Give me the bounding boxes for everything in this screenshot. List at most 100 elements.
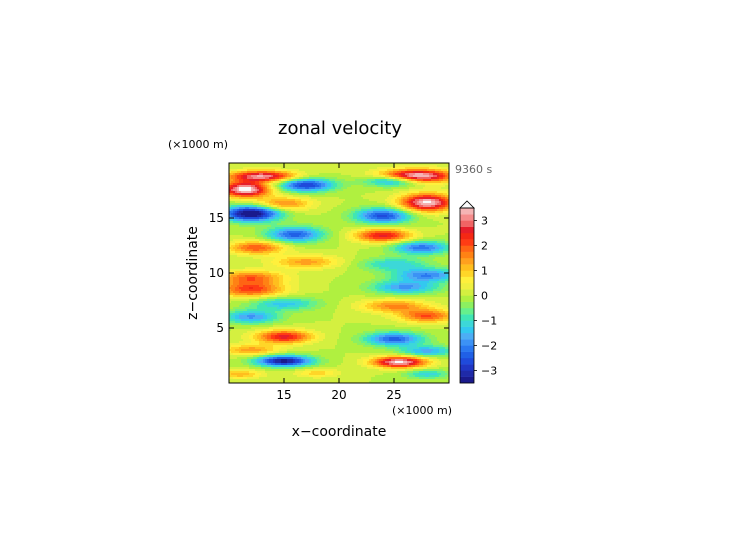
field-cell (341, 199, 344, 202)
field-cell (311, 213, 314, 216)
field-cell (321, 215, 324, 218)
field-cell (295, 213, 298, 216)
field-cell (347, 197, 350, 200)
field-cell (243, 223, 246, 226)
field-cell (267, 209, 270, 212)
field-cell (357, 209, 360, 212)
field-cell (383, 235, 386, 238)
field-cell (255, 237, 258, 240)
field-cell (403, 203, 406, 206)
field-cell (255, 171, 258, 174)
field-cell (245, 225, 248, 228)
field-cell (445, 167, 448, 170)
field-cell (373, 231, 376, 234)
field-cell (371, 243, 374, 246)
field-cell (365, 197, 368, 200)
field-cell (375, 235, 378, 238)
field-cell (325, 235, 328, 238)
field-cell (299, 171, 302, 174)
field-cell (325, 219, 328, 222)
field-cell (417, 239, 420, 242)
field-cell (283, 223, 286, 226)
field-cell (367, 193, 370, 196)
field-cell (409, 181, 412, 184)
field-cell (287, 251, 290, 254)
field-cell (345, 185, 348, 188)
field-cell (241, 205, 244, 208)
field-cell (311, 223, 314, 226)
field-cell (267, 183, 270, 186)
field-cell (313, 209, 316, 212)
field-cell (431, 203, 434, 206)
field-cell (353, 225, 356, 228)
field-cell (429, 241, 432, 244)
field-cell (429, 207, 432, 210)
field-cell (401, 167, 404, 170)
field-cell (253, 195, 256, 198)
field-cell (381, 205, 384, 208)
field-cell (295, 251, 298, 254)
field-cell (309, 179, 312, 182)
field-cell (329, 237, 332, 240)
field-cell (421, 217, 424, 220)
field-cell (229, 251, 232, 254)
field-cell (303, 169, 306, 172)
field-cell (293, 205, 296, 208)
field-cell (401, 239, 404, 242)
field-cell (251, 191, 254, 194)
field-cell (421, 185, 424, 188)
field-cell (383, 243, 386, 246)
field-cell (245, 215, 248, 218)
field-cell (261, 167, 264, 170)
field-cell (365, 171, 368, 174)
field-cell (279, 179, 282, 182)
field-cell (321, 179, 324, 182)
field-cell (423, 165, 426, 168)
field-cell (303, 171, 306, 174)
field-cell (373, 183, 376, 186)
field-cell (421, 251, 424, 254)
field-cell (431, 201, 434, 204)
field-cell (317, 215, 320, 218)
field-cell (401, 185, 404, 188)
field-cell (325, 185, 328, 188)
field-cell (367, 209, 370, 212)
field-cell (401, 245, 404, 248)
field-cell (431, 249, 434, 252)
field-cell (263, 191, 266, 194)
field-cell (365, 177, 368, 180)
field-cell (411, 237, 414, 240)
field-cell (399, 185, 402, 188)
field-cell (373, 177, 376, 180)
field-cell (423, 231, 426, 234)
field-cell (239, 251, 242, 254)
field-cell (327, 233, 330, 236)
field-cell (397, 195, 400, 198)
field-cell (327, 227, 330, 230)
field-cell (253, 235, 256, 238)
field-cell (431, 239, 434, 242)
field-cell (383, 171, 386, 174)
field-cell (295, 205, 298, 208)
field-cell (235, 199, 238, 202)
field-cell (275, 171, 278, 174)
field-cell (389, 179, 392, 182)
field-cell (427, 171, 430, 174)
field-cell (447, 169, 449, 172)
field-cell (319, 229, 322, 232)
field-cell (385, 187, 388, 190)
field-cell (283, 217, 286, 220)
field-cell (283, 237, 286, 240)
field-cell (415, 211, 418, 214)
field-cell (319, 233, 322, 236)
field-cell (435, 225, 438, 228)
field-cell (399, 181, 402, 184)
field-cell (295, 237, 298, 240)
field-cell (279, 253, 282, 256)
field-cell (281, 171, 284, 174)
field-cell (337, 243, 340, 246)
field-cell (365, 181, 368, 184)
field-cell (395, 195, 398, 198)
field-cell (233, 213, 236, 216)
field-cell (329, 241, 332, 244)
